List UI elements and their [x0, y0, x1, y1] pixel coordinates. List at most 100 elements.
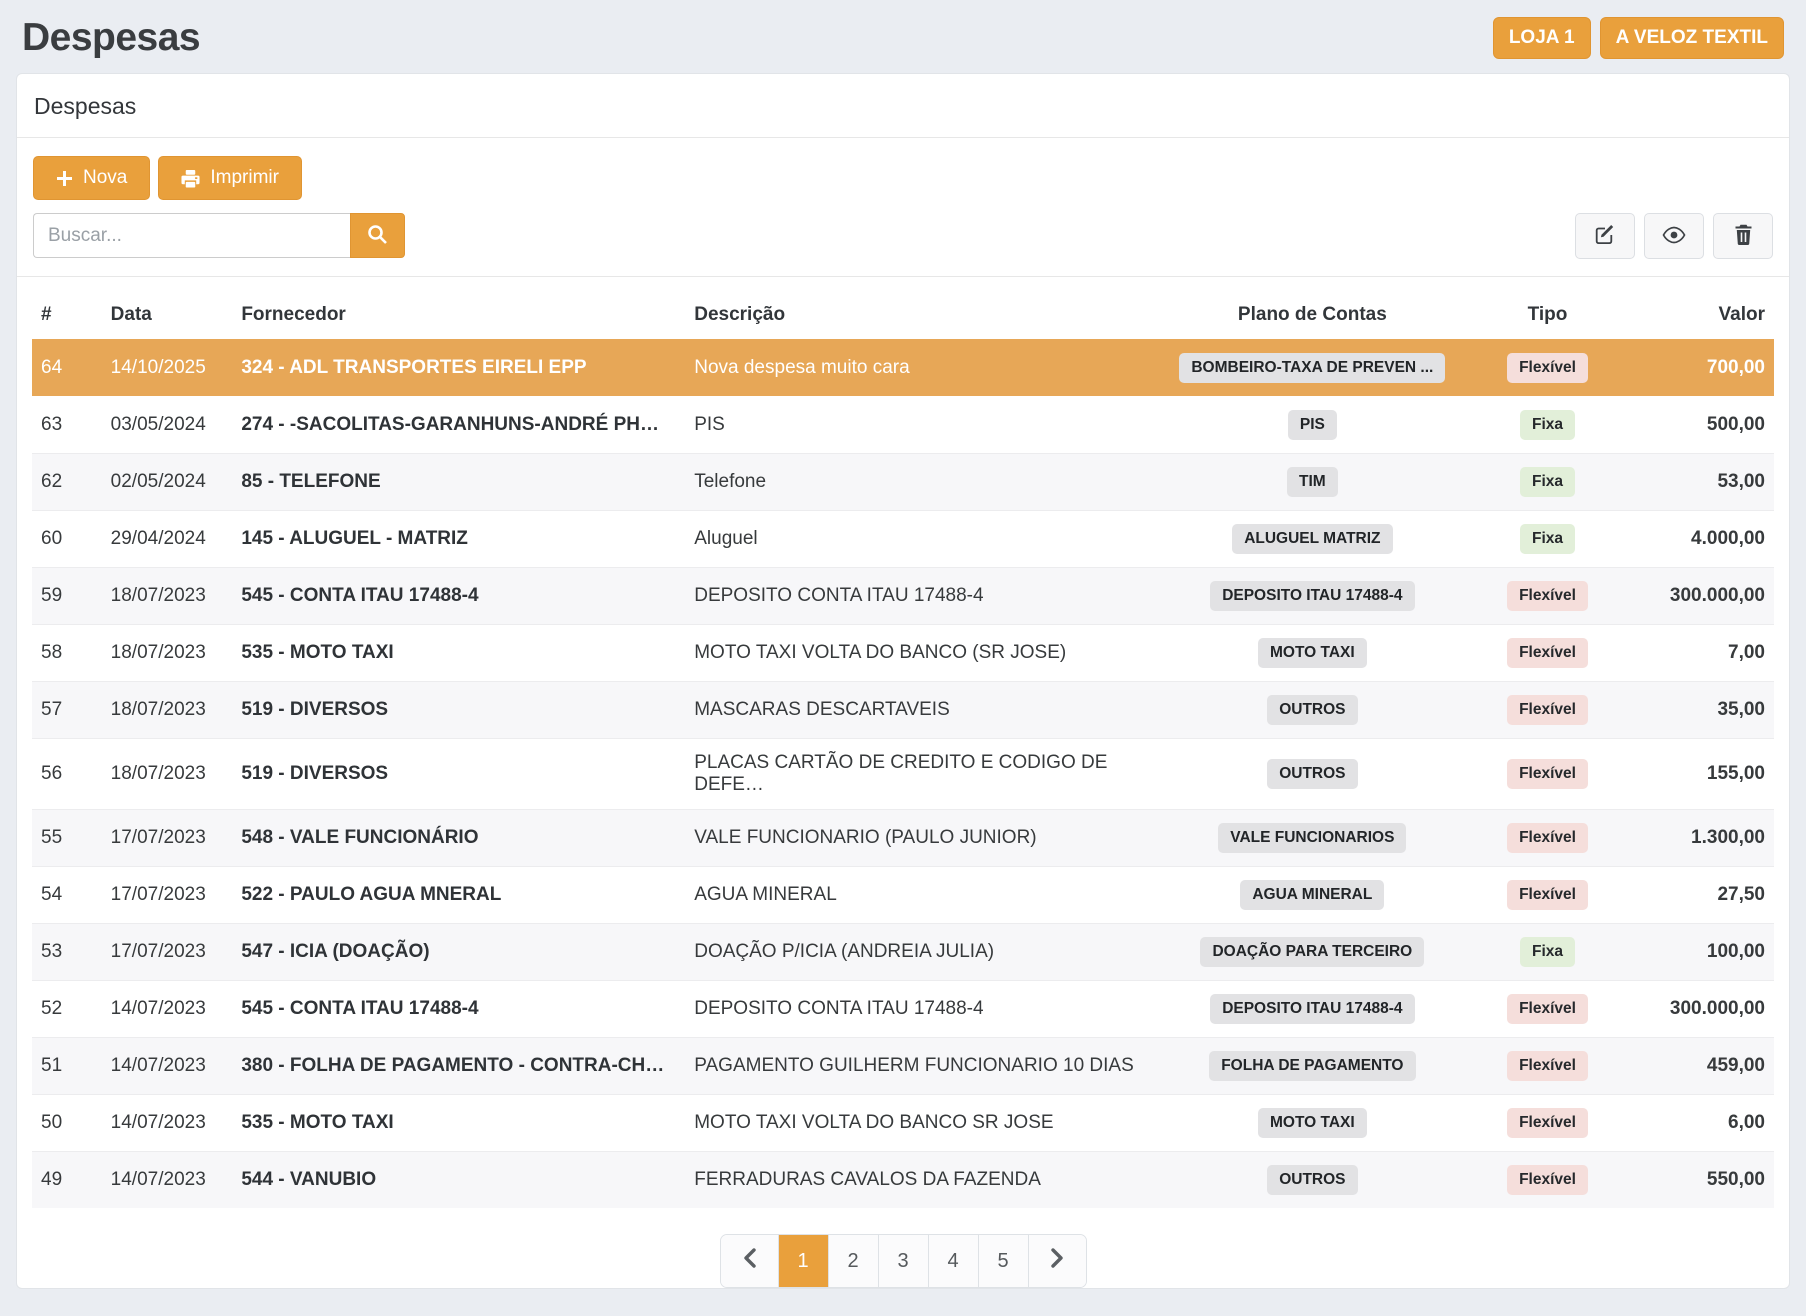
row-supplier: 548 - VALE FUNCIONÁRIO	[232, 810, 685, 867]
pagination-page-3[interactable]: 3	[879, 1235, 929, 1287]
chevron-right-icon	[1051, 1248, 1064, 1274]
table-row[interactable]: 52 14/07/2023 545 - CONTA ITAU 17488-4 D…	[32, 981, 1774, 1038]
print-button[interactable]: Imprimir	[158, 156, 302, 200]
row-description: MASCARAS DESCARTAVEIS	[685, 682, 1147, 739]
type-badge: Flexível	[1507, 353, 1588, 383]
row-description: PAGAMENTO GUILHERM FUNCIONARIO 10 DIAS	[685, 1038, 1147, 1095]
row-supplier: 545 - CONTA ITAU 17488-4	[232, 568, 685, 625]
table-row[interactable]: 54 17/07/2023 522 - PAULO AGUA MNERAL AG…	[32, 867, 1774, 924]
print-label: Imprimir	[210, 167, 279, 189]
page-title: Despesas	[22, 16, 200, 60]
type-badge: Fixa	[1520, 937, 1575, 967]
trash-icon	[1734, 224, 1753, 248]
plan-badge: FOLHA DE PAGAMENTO	[1209, 1051, 1415, 1081]
pagination-prev-button[interactable]	[721, 1235, 779, 1287]
row-description: MOTO TAXI VOLTA DO BANCO SR JOSE	[685, 1095, 1147, 1152]
view-button[interactable]	[1644, 213, 1704, 259]
row-value: 500,00	[1617, 397, 1774, 454]
type-badge: Flexível	[1507, 581, 1588, 611]
table-header-row: # Data Fornecedor Descrição Plano de Con…	[32, 291, 1774, 340]
row-description: DEPOSITO CONTA ITAU 17488-4	[685, 568, 1147, 625]
row-description: PLACAS CARTÃO DE CREDITO E CODIGO DE DEF…	[685, 739, 1147, 810]
company-badge[interactable]: A VELOZ TEXTIL	[1600, 17, 1784, 59]
store-badge[interactable]: LOJA 1	[1493, 17, 1591, 59]
row-date: 14/07/2023	[102, 1152, 233, 1209]
table-row[interactable]: 57 18/07/2023 519 - DIVERSOS MASCARAS DE…	[32, 682, 1774, 739]
row-date: 14/07/2023	[102, 981, 233, 1038]
pagination-page-2[interactable]: 2	[829, 1235, 879, 1287]
row-id: 56	[32, 739, 102, 810]
delete-button[interactable]	[1713, 213, 1773, 259]
type-badge: Flexível	[1507, 1165, 1588, 1195]
expenses-table: # Data Fornecedor Descrição Plano de Con…	[32, 291, 1774, 1208]
table-row[interactable]: 56 18/07/2023 519 - DIVERSOS PLACAS CART…	[32, 739, 1774, 810]
pagination-page-1[interactable]: 1	[779, 1235, 829, 1287]
row-supplier: 145 - ALUGUEL - MATRIZ	[232, 511, 685, 568]
row-description: VALE FUNCIONARIO (PAULO JUNIOR)	[685, 810, 1147, 867]
table-row[interactable]: 53 17/07/2023 547 - ICIA (DOAÇÃO) DOAÇÃO…	[32, 924, 1774, 981]
table-row[interactable]: 55 17/07/2023 548 - VALE FUNCIONÁRIO VAL…	[32, 810, 1774, 867]
row-supplier: 85 - TELEFONE	[232, 454, 685, 511]
row-value: 6,00	[1617, 1095, 1774, 1152]
row-supplier: 545 - CONTA ITAU 17488-4	[232, 981, 685, 1038]
header-badges: LOJA 1 A VELOZ TEXTIL	[1493, 17, 1784, 59]
table-row[interactable]: 60 29/04/2024 145 - ALUGUEL - MATRIZ Alu…	[32, 511, 1774, 568]
type-badge: Fixa	[1520, 524, 1575, 554]
pagination-next-button[interactable]	[1029, 1235, 1086, 1287]
row-description: PIS	[685, 397, 1147, 454]
row-supplier: 544 - VANUBIO	[232, 1152, 685, 1209]
row-id: 58	[32, 625, 102, 682]
table-row[interactable]: 51 14/07/2023 380 - FOLHA DE PAGAMENTO -…	[32, 1038, 1774, 1095]
search-input[interactable]	[33, 213, 350, 258]
row-date: 18/07/2023	[102, 682, 233, 739]
pagination-page-4[interactable]: 4	[929, 1235, 979, 1287]
plan-badge: DEPOSITO ITAU 17488-4	[1210, 994, 1414, 1024]
row-id: 64	[32, 340, 102, 397]
plan-badge: MOTO TAXI	[1258, 638, 1367, 668]
row-value: 700,00	[1617, 340, 1774, 397]
toolbar: Nova Imprimir	[17, 138, 1789, 259]
row-supplier: 535 - MOTO TAXI	[232, 1095, 685, 1152]
search-icon	[367, 224, 388, 248]
column-header-plan: Plano de Contas	[1147, 291, 1478, 340]
column-header-id: #	[32, 291, 102, 340]
search-button[interactable]	[350, 213, 405, 258]
column-header-value: Valor	[1617, 291, 1774, 340]
row-date: 18/07/2023	[102, 625, 233, 682]
row-supplier: 380 - FOLHA DE PAGAMENTO - CONTRA-CH…	[232, 1038, 685, 1095]
type-badge: Flexível	[1507, 695, 1588, 725]
row-value: 4.000,00	[1617, 511, 1774, 568]
table-row[interactable]: 58 18/07/2023 535 - MOTO TAXI MOTO TAXI …	[32, 625, 1774, 682]
row-value: 550,00	[1617, 1152, 1774, 1209]
type-badge: Fixa	[1520, 467, 1575, 497]
table-row[interactable]: 49 14/07/2023 544 - VANUBIO FERRADURAS C…	[32, 1152, 1774, 1209]
row-supplier: 522 - PAULO AGUA MNERAL	[232, 867, 685, 924]
type-badge: Flexível	[1507, 823, 1588, 853]
new-expense-button[interactable]: Nova	[33, 156, 150, 200]
table-row[interactable]: 63 03/05/2024 274 - -SACOLITAS-GARANHUNS…	[32, 397, 1774, 454]
row-supplier: 547 - ICIA (DOAÇÃO)	[232, 924, 685, 981]
type-badge: Flexível	[1507, 1108, 1588, 1138]
pagination-page-5[interactable]: 5	[979, 1235, 1029, 1287]
table-row[interactable]: 62 02/05/2024 85 - TELEFONE Telefone TIM…	[32, 454, 1774, 511]
table-row[interactable]: 64 14/10/2025 324 - ADL TRANSPORTES EIRE…	[32, 340, 1774, 397]
plus-icon	[56, 170, 73, 187]
chevron-left-icon	[743, 1248, 756, 1274]
column-header-type: Tipo	[1478, 291, 1617, 340]
plan-badge: OUTROS	[1267, 1165, 1357, 1195]
table-row[interactable]: 59 18/07/2023 545 - CONTA ITAU 17488-4 D…	[32, 568, 1774, 625]
row-supplier: 324 - ADL TRANSPORTES EIRELI EPP	[232, 340, 685, 397]
plan-badge: PIS	[1288, 410, 1337, 440]
plan-badge: BOMBEIRO-TAXA DE PREVEN ...	[1179, 353, 1445, 383]
plan-badge: ALUGUEL MATRIZ	[1232, 524, 1392, 554]
row-date: 03/05/2024	[102, 397, 233, 454]
row-id: 60	[32, 511, 102, 568]
edit-square-icon	[1594, 224, 1616, 249]
row-id: 53	[32, 924, 102, 981]
column-header-date: Data	[102, 291, 233, 340]
edit-button[interactable]	[1575, 213, 1635, 259]
table-row[interactable]: 50 14/07/2023 535 - MOTO TAXI MOTO TAXI …	[32, 1095, 1774, 1152]
row-id: 62	[32, 454, 102, 511]
plan-badge: DOAÇÃO PARA TERCEIRO	[1200, 937, 1424, 967]
page-header: Despesas LOJA 1 A VELOZ TEXTIL	[0, 0, 1806, 60]
